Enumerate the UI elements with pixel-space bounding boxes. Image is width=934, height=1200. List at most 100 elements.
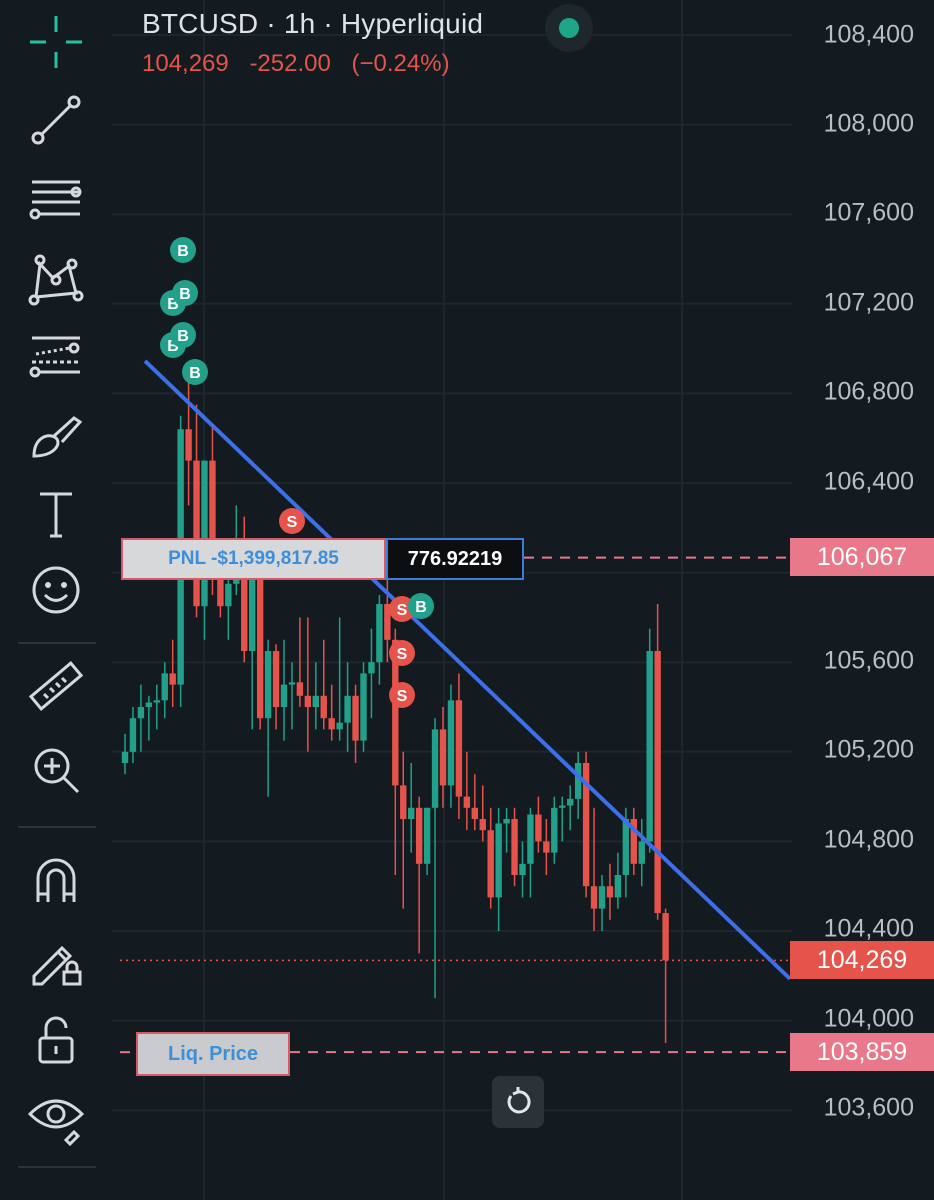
candle-body xyxy=(487,830,494,898)
candle-body xyxy=(471,807,478,819)
candle-body xyxy=(296,682,304,696)
toolbar-divider xyxy=(18,642,96,644)
candle-body xyxy=(217,572,224,607)
price-change-line: 104,269 -252.00 (−0.24%) xyxy=(142,50,483,78)
candle-body xyxy=(376,603,383,663)
candle-body xyxy=(272,651,280,707)
lock-drawings-icon[interactable] xyxy=(22,928,90,996)
pattern-icon[interactable] xyxy=(22,246,90,314)
text-icon[interactable] xyxy=(22,480,90,548)
candle-body xyxy=(439,729,447,786)
candle-body xyxy=(249,550,256,651)
candle-body xyxy=(209,460,216,573)
candle-body xyxy=(551,807,558,853)
zoom-in-icon[interactable] xyxy=(22,736,90,804)
buy-marker-label: B xyxy=(177,328,189,345)
candle-body xyxy=(598,886,606,909)
buy-marker xyxy=(408,593,434,619)
candle-body xyxy=(408,807,415,819)
price-axis-label: 104,800 xyxy=(823,825,914,854)
candle-body xyxy=(590,886,598,909)
candle-body xyxy=(400,785,407,819)
current-price-tag: 104,269 xyxy=(790,941,934,979)
candle-body xyxy=(519,863,526,875)
toolbar-divider xyxy=(18,826,96,828)
candle-body xyxy=(415,807,423,864)
candle-body xyxy=(662,913,669,961)
candle-body xyxy=(606,886,614,898)
candle-body xyxy=(535,814,542,842)
candle-body xyxy=(304,695,312,707)
liquidation-price-label[interactable]: Liq. Price xyxy=(136,1032,290,1076)
buy-marker-label: B xyxy=(177,243,189,260)
trendline-icon[interactable] xyxy=(22,86,90,154)
emoji-icon[interactable] xyxy=(22,556,90,624)
candle-body xyxy=(201,460,208,607)
market-status-icon[interactable] xyxy=(545,4,593,52)
candle-body xyxy=(567,798,574,806)
candle-body xyxy=(344,695,351,723)
symbol-name: BTCUSD xyxy=(142,8,259,39)
candle-body xyxy=(614,875,622,898)
buy-marker-label: B xyxy=(167,338,179,355)
candle-body xyxy=(352,695,359,741)
candle-body xyxy=(527,814,534,864)
sell-marker-label: S xyxy=(397,646,408,663)
magnet-icon[interactable] xyxy=(22,846,90,914)
candle-body xyxy=(328,718,335,730)
candle-body xyxy=(463,796,471,808)
candlestick-chart[interactable]: BBBBBBSSSSSB xyxy=(112,0,934,1200)
candle-body xyxy=(479,819,486,831)
chart-area[interactable]: BBBBBBSSSSSB xyxy=(112,0,934,1200)
candle-body xyxy=(574,763,582,799)
trendline xyxy=(143,359,792,981)
candle-body xyxy=(280,684,288,707)
candle-body xyxy=(447,700,455,786)
sell-marker-label: S xyxy=(287,514,298,531)
eye-icon[interactable] xyxy=(22,1084,90,1152)
sell-marker xyxy=(389,640,415,666)
buy-marker xyxy=(182,359,208,385)
price-axis-label: 106,800 xyxy=(823,377,914,406)
reset-chart-button[interactable] xyxy=(492,1076,544,1128)
brush-icon[interactable] xyxy=(22,404,90,472)
candle-body xyxy=(169,673,176,685)
candle-body xyxy=(495,823,502,898)
candle-body xyxy=(185,429,192,461)
candle-body xyxy=(161,673,168,701)
buy-marker xyxy=(172,280,198,306)
candle-body xyxy=(368,662,375,674)
candle-body xyxy=(503,819,510,824)
sell-marker-label: S xyxy=(397,688,408,705)
candle-body xyxy=(622,819,630,875)
ruler-icon[interactable] xyxy=(22,652,90,720)
candle-body xyxy=(153,700,160,703)
long-position-icon[interactable] xyxy=(22,320,90,388)
candle-body xyxy=(264,651,272,719)
candle-body xyxy=(193,460,200,607)
unlock-icon[interactable] xyxy=(22,1006,90,1074)
price-axis-label: 104,000 xyxy=(823,1004,914,1033)
position-size-label[interactable]: 776.92219 xyxy=(386,538,524,580)
toolbar-divider xyxy=(18,1166,96,1168)
exchange-label: Hyperliquid xyxy=(340,8,484,39)
reset-icon xyxy=(507,1087,531,1114)
price-axis-label: 107,200 xyxy=(823,288,914,317)
candle-body xyxy=(646,651,653,842)
fib-retracement-icon[interactable] xyxy=(22,166,90,234)
candle-body xyxy=(582,763,590,887)
symbol-title[interactable]: BTCUSD · 1h · Hyperliquid xyxy=(142,8,484,39)
candle-body xyxy=(288,682,296,685)
price-change-pct: (−0.24%) xyxy=(351,50,450,77)
candle-body xyxy=(121,751,129,763)
buy-marker xyxy=(170,322,196,348)
crosshair-icon[interactable] xyxy=(22,8,90,76)
candle-body xyxy=(145,702,153,707)
price-axis-label: 104,400 xyxy=(823,914,914,943)
candle-body xyxy=(654,651,661,914)
sell-marker xyxy=(279,508,305,534)
drawing-toolbar xyxy=(0,0,112,1200)
candle-body xyxy=(312,695,319,707)
chart-header: BTCUSD · 1h · Hyperliquid 104,269 -252.0… xyxy=(142,8,483,78)
pnl-label[interactable]: PNL -$1,399,817.85 xyxy=(121,538,386,580)
